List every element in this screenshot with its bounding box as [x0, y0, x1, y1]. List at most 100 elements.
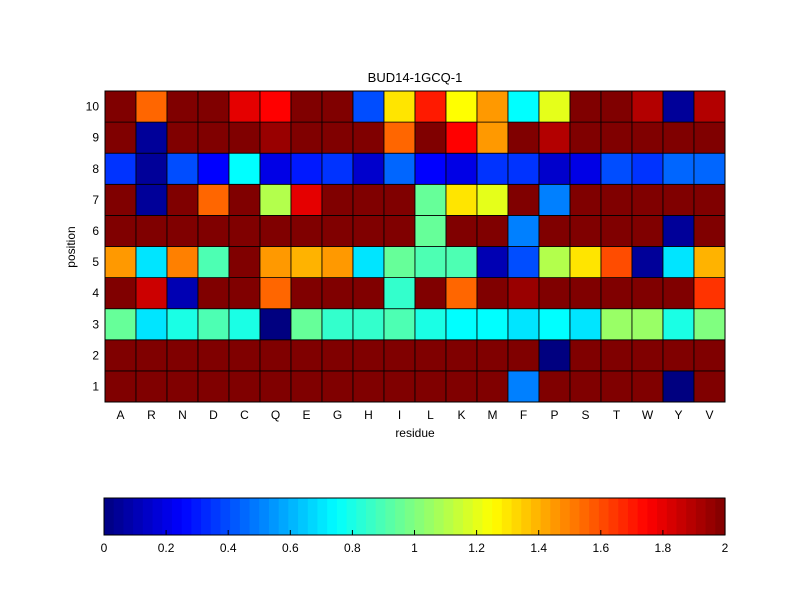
x-tick-label: P [550, 408, 558, 422]
heatmap-cell [383, 152, 416, 185]
x-tick-label: C [240, 408, 249, 422]
heatmap-cell [600, 152, 633, 185]
x-tick-label: N [178, 408, 187, 422]
heatmap-cell [135, 277, 168, 310]
heatmap-cell [135, 90, 168, 123]
y-tick-label: 7 [92, 193, 99, 207]
heatmap-cell [135, 370, 168, 403]
heatmap-cell [321, 339, 354, 372]
heatmap-cell [104, 277, 137, 310]
heatmap-cell [476, 121, 509, 154]
heatmap-cell [228, 308, 261, 341]
heatmap-cell [321, 214, 354, 247]
heatmap-cell [600, 308, 633, 341]
heatmap-cell [538, 121, 571, 154]
heatmap-cell [352, 339, 385, 372]
chart-title: BUD14-1GCQ-1 [368, 70, 463, 85]
heatmap-cells [104, 90, 726, 403]
colorbar-segment [317, 498, 328, 535]
heatmap-cell [352, 308, 385, 341]
heatmap-cell [445, 370, 478, 403]
colorbar-segment [385, 498, 396, 535]
colorbar-segment [268, 498, 280, 535]
x-tick-label: I [398, 408, 401, 422]
heatmap-cell [352, 90, 385, 123]
heatmap-cell [600, 370, 633, 403]
heatmap-cell [693, 246, 726, 279]
y-tick-label: 8 [92, 162, 99, 176]
y-tick-labels: 1 2 3 4 5 6 7 8 9 10 [86, 100, 100, 394]
colorbar-tick-labels: 0 0.2 0.4 0.6 0.8 1 1.2 1.4 1.6 1.8 2 [101, 530, 729, 555]
heatmap-cell [166, 121, 199, 154]
colorbar-segment [365, 498, 377, 535]
colorbar-segment [220, 498, 231, 535]
heatmap-cell [631, 277, 664, 310]
heatmap-cell [259, 121, 292, 154]
heatmap-cell [538, 339, 571, 372]
heatmap-cell [197, 308, 230, 341]
heatmap-cell [445, 246, 478, 279]
heatmap-cell [507, 121, 540, 154]
colorbar-segment [152, 498, 163, 535]
heatmap-cell [693, 152, 726, 185]
colorbar-segment [404, 498, 416, 535]
heatmap-cell [507, 183, 540, 216]
colorbar-tick-label: 1.8 [655, 541, 672, 555]
colorbar-segment [618, 498, 629, 535]
y-tick-label: 1 [92, 379, 99, 393]
heatmap-cell [135, 183, 168, 216]
colorbar-tick-label: 0.4 [220, 541, 237, 555]
heatmap-cell [290, 183, 323, 216]
heatmap-cell [321, 90, 354, 123]
colorbar-segment [598, 498, 610, 535]
heatmap-cell [259, 183, 292, 216]
heatmap-cell [290, 370, 323, 403]
x-tick-label: Q [271, 408, 280, 422]
colorbar-segment [142, 498, 154, 535]
heatmap-cell [693, 277, 726, 310]
x-tick-label: R [147, 408, 156, 422]
colorbar-segment [501, 498, 513, 535]
heatmap-cell [569, 370, 602, 403]
heatmap-cell [321, 246, 354, 279]
colorbar-segment [307, 498, 319, 535]
x-tick-label: E [302, 408, 310, 422]
heatmap-cell [104, 214, 137, 247]
x-tick-label: K [457, 408, 465, 422]
heatmap-cell [445, 339, 478, 372]
heatmap-cell [166, 152, 199, 185]
heatmap-cell [445, 121, 478, 154]
heatmap-cell [197, 90, 230, 123]
colorbar-segment [249, 498, 260, 535]
colorbar-segment [162, 498, 173, 535]
heatmap-cell [538, 246, 571, 279]
heatmap-cell [445, 90, 478, 123]
heatmap-cell [197, 121, 230, 154]
colorbar-segment [104, 498, 115, 535]
colorbar-segment [472, 498, 484, 535]
heatmap-cell [259, 308, 292, 341]
heatmap-cell [538, 308, 571, 341]
heatmap-cell [290, 339, 323, 372]
heatmap-cell [631, 183, 664, 216]
heatmap-cell [507, 308, 540, 341]
x-tick-label: F [520, 408, 527, 422]
heatmap-cell [476, 277, 509, 310]
heatmap-cell [538, 152, 571, 185]
heatmap-cell [662, 121, 695, 154]
heatmap-cell [600, 339, 633, 372]
heatmap-cell [631, 90, 664, 123]
colorbar-segment [657, 498, 668, 535]
heatmap-cell [693, 121, 726, 154]
heatmap-cell [662, 277, 695, 310]
colorbar-tick-label: 0.8 [344, 541, 361, 555]
colorbar-segment [288, 498, 299, 535]
heatmap-cell [414, 152, 447, 185]
heatmap-cell [383, 339, 416, 372]
heatmap-cell [507, 277, 540, 310]
x-tick-label: L [427, 408, 434, 422]
colorbar-segment [239, 498, 251, 535]
y-axis-label: position [64, 226, 78, 267]
heatmap-cell [383, 246, 416, 279]
heatmap-cell [228, 90, 261, 123]
